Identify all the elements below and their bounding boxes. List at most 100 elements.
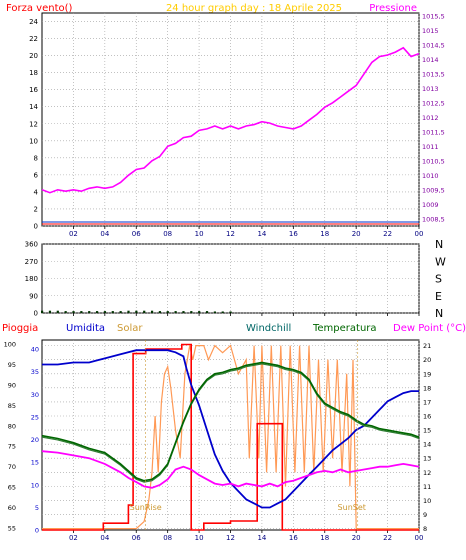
pressure-y-tick-label: 1015,5 [422,12,445,20]
pressure-y-tick-label: 1008,5 [422,215,445,223]
wind-y-tick-label: 14 [29,103,38,111]
direction-bar [174,311,177,313]
humidity-axis-title: Umidita [66,323,105,334]
rain-y-tick-label: 35 [31,368,39,376]
humidity-y-tick-label: 85 [8,402,16,410]
direction-y-tick-label: 270 [25,258,38,266]
direction-bar [205,311,209,313]
direction-bar [190,311,193,313]
rain-humidity-temp-panel: 5560657075808590951000510152025303540891… [4,339,431,542]
rain-y-tick-label: 15 [31,459,39,467]
humidity-y-tick-label: 60 [8,504,16,512]
direction-bar [221,311,224,313]
temperature-y-tick-label: 8 [423,525,427,533]
solar-series [42,344,419,530]
x-tick-label: 14 [257,534,266,542]
x-tick-label: 06 [132,230,141,238]
x-tick-label: 04 [100,230,109,238]
x-tick-label: 02 [69,534,78,542]
sunset-label: SunSet [338,503,366,512]
temperature-series [41,361,420,482]
chart-title: 24 hour graph day : 18 Aprile 2025 [166,3,342,14]
x-tick-label: 10 [195,534,204,542]
pressure-axis-title: Pressione [369,3,417,14]
dew-point-axis-title: Dew Point (°C) [393,323,466,334]
direction-bar [143,310,146,313]
x-tick-label: 22 [383,534,392,542]
direction-bar [48,310,52,313]
pressure-y-tick-label: 1009 [422,201,439,209]
sunrise-label: SunRise [130,503,162,512]
humidity-y-tick-label: 55 [8,524,16,532]
direction-bar [229,311,232,313]
wind-y-tick-label: 6 [34,171,39,179]
x-tick-label: 12 [226,534,235,542]
direction-bar [198,311,201,313]
rain-y-tick-label: 0 [35,527,39,535]
x-tick-label: 22 [383,230,392,238]
rain-y-tick-label: 10 [31,481,39,489]
wind-y-tick-label: 12 [29,120,38,128]
pressure-y-tick-label: 1014,5 [422,41,445,49]
x-tick-label: 20 [352,230,361,238]
temperature-y-tick-label: 10 [423,497,431,505]
temperature-y-tick-label: 12 [423,469,431,477]
temperature-y-tick-label: 21 [423,342,431,350]
panel-frame [41,12,420,227]
direction-bar [119,311,122,313]
direction-bar [150,310,154,313]
x-tick-label: 18 [320,230,329,238]
direction-bar [135,310,138,313]
temperature-y-tick-label: 9 [423,511,427,519]
temperature-y-tick-label: 20 [423,356,431,364]
temperature-y-tick-label: 18 [423,384,431,392]
solar-axis-title: Solar [117,323,143,334]
humidity-y-tick-label: 75 [8,443,16,451]
pressure-y-tick-label: 1011 [422,143,439,151]
direction-y-tick-label: 0 [34,310,38,318]
direction-label: N [435,307,443,320]
x-tick-label: 20 [352,534,361,542]
rain-y-tick-label: 30 [31,391,39,399]
direction-bar [158,311,162,313]
temperature-y-tick-label: 15 [423,427,431,435]
x-tick-label: 08 [163,230,172,238]
wind-y-tick-label: 0 [34,223,38,231]
temperature-y-tick-label: 11 [423,483,431,491]
wind-y-tick-label: 24 [29,18,38,26]
pressure-y-tick-label: 1012,5 [422,99,445,107]
wind-y-tick-label: 10 [29,137,38,145]
x-tick-label: 00 [415,230,424,238]
dew-point-series [41,450,420,489]
pressure-y-tick-label: 1012 [422,114,439,122]
pressure-y-tick-label: 1009,5 [422,186,445,194]
direction-bar [88,311,91,313]
panel-frame [41,339,420,531]
wind-axis-title: Forza vento() [6,3,73,14]
wind-y-tick-label: 18 [29,69,38,77]
temperature-y-tick-label: 19 [423,370,431,378]
pressure-y-tick-label: 1013 [422,85,439,93]
direction-bar [182,311,185,313]
wind-y-tick-label: 20 [29,52,38,60]
windchill-axis-title: Windchill [246,323,291,334]
rain-y-tick-label: 20 [31,436,39,444]
wind-y-tick-label: 16 [29,86,38,94]
direction-bar [103,311,107,313]
humidity-y-tick-label: 95 [8,361,16,369]
temperature-y-tick-label: 16 [423,413,431,421]
direction-y-tick-label: 90 [29,292,38,300]
direction-bar [95,311,99,313]
direction-y-tick-label: 180 [25,275,38,283]
pressure-y-tick-label: 1014 [422,56,439,64]
pressure-y-tick-label: 1010 [422,172,439,180]
rain-y-tick-label: 40 [31,346,39,354]
wind-y-tick-label: 2 [34,205,38,213]
humidity-y-tick-label: 80 [8,422,16,430]
panel-frame [41,243,420,314]
temperature-axis-title: Temperatura [312,323,377,334]
windchill-series [41,363,420,483]
x-tick-label: 08 [163,534,172,542]
